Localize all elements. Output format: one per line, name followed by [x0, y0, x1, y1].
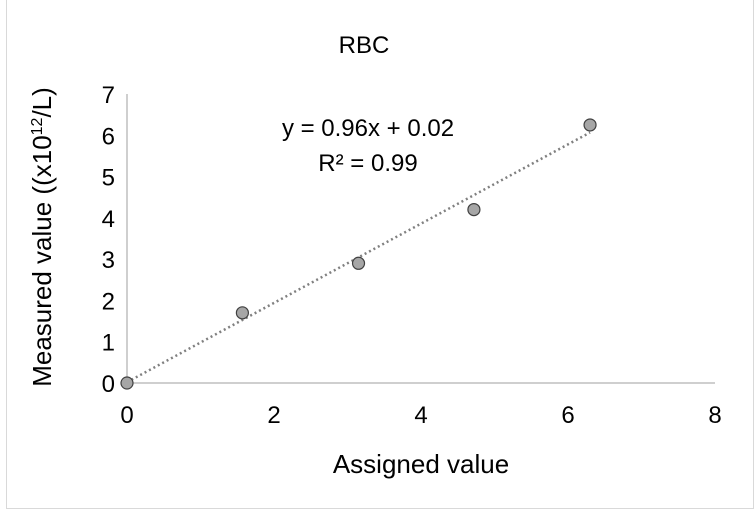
chart-title: RBC — [339, 32, 390, 59]
y-tick-label: 5 — [102, 165, 115, 192]
y-axis-label-prefix: Measured value ((x10 — [27, 135, 57, 386]
data-point — [120, 376, 134, 390]
x-tick-labels: 0 2 4 6 8 — [120, 402, 721, 429]
x-tick-label: 4 — [414, 402, 427, 429]
y-tick-label: 4 — [102, 206, 115, 233]
axes — [126, 94, 715, 384]
y-axis-label-superscript: 12 — [29, 117, 46, 135]
x-tick-label: 0 — [120, 402, 133, 429]
y-tick-label: 0 — [102, 371, 115, 398]
y-axis-label-suffix: /L) — [27, 87, 57, 117]
data-point — [583, 118, 597, 132]
y-tick-labels: 0 1 2 3 4 5 6 7 — [102, 82, 115, 398]
y-tick-label: 1 — [102, 330, 115, 357]
y-tick-label: 7 — [102, 82, 115, 109]
x-tick-label: 8 — [708, 402, 721, 429]
data-point — [235, 306, 249, 320]
data-point — [351, 256, 366, 270]
x-tick-label: 2 — [267, 402, 280, 429]
data-points — [120, 118, 597, 390]
data-point — [467, 203, 481, 217]
y-tick-label: 2 — [102, 288, 115, 315]
r-squared-label: R² = 0.99 — [318, 150, 417, 177]
y-tick-label: 3 — [102, 247, 115, 274]
trendline-equation: y = 0.96x + 0.02 — [282, 115, 454, 142]
y-tick-label: 6 — [102, 123, 115, 150]
x-tick-label: 6 — [561, 402, 574, 429]
y-axis-label: Measured value ((x1012/L) — [27, 87, 57, 387]
x-axis-label: Assigned value — [333, 449, 509, 479]
